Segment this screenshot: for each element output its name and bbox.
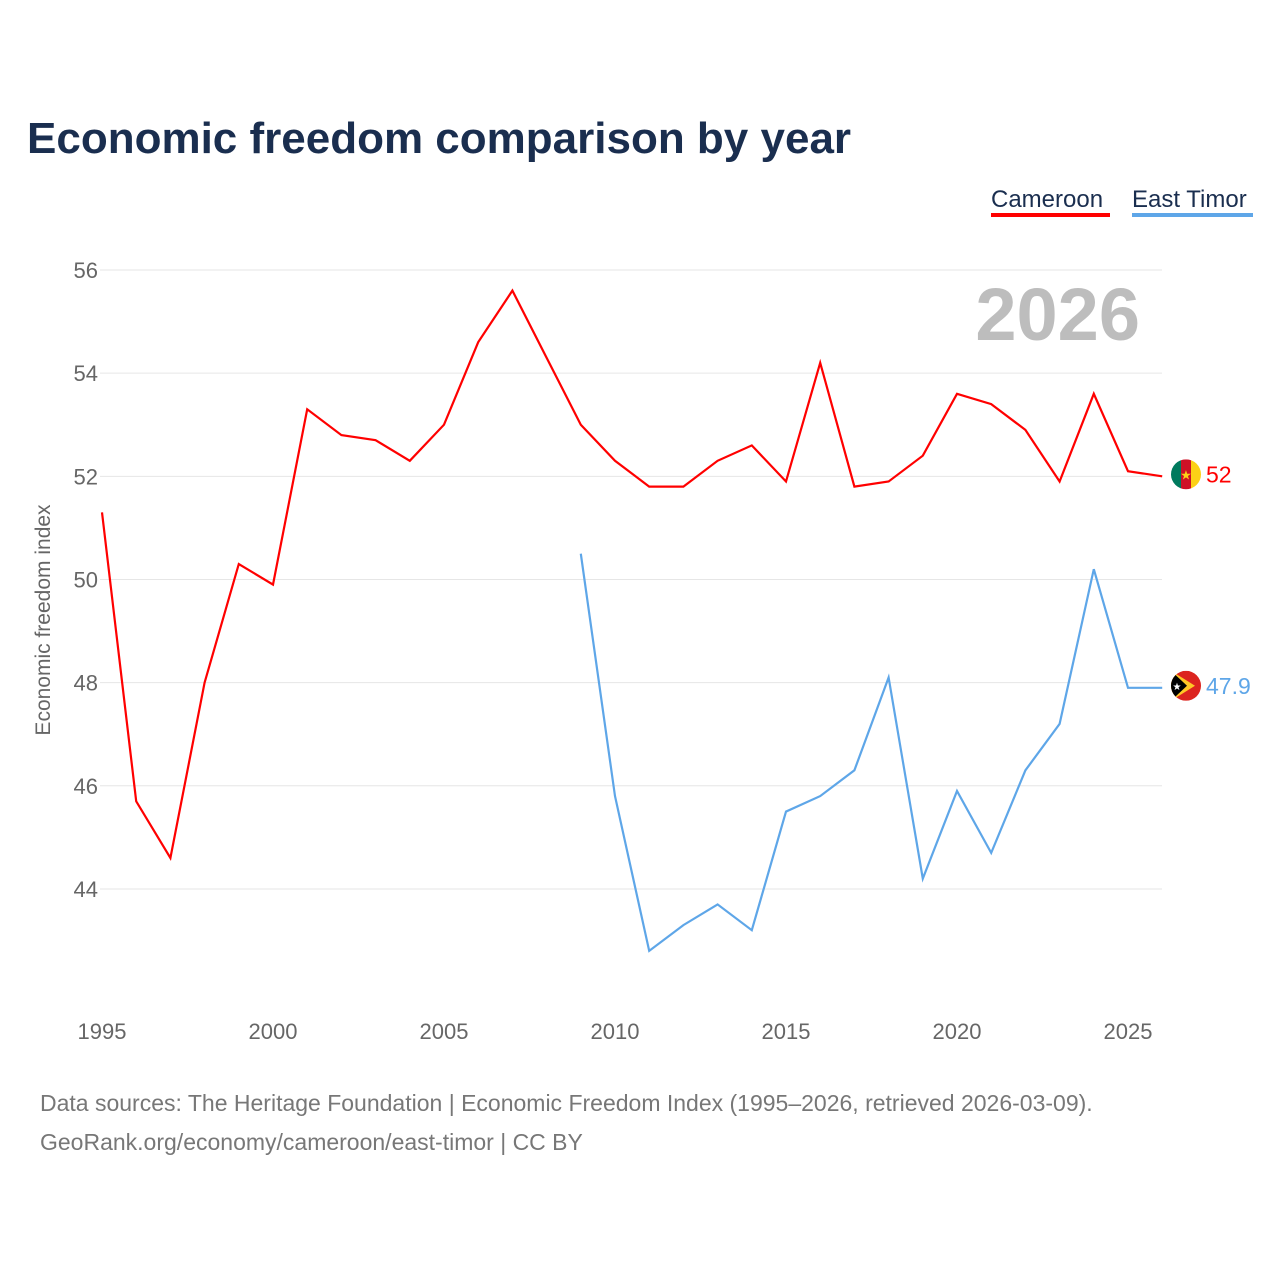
- footer-link: GeoRank.org/economy/cameroon/east-timor …: [40, 1129, 583, 1155]
- y-tick-label: 48: [74, 671, 98, 696]
- svg-text:★: ★: [1180, 467, 1192, 482]
- end-value-label: 47.9: [1206, 673, 1251, 699]
- legend-item-cameroon[interactable]: Cameroon: [991, 186, 1103, 213]
- series-line-east-timor: [579, 553, 1163, 953]
- y-tick-label: 56: [74, 258, 98, 283]
- x-tick-label: 2010: [591, 1019, 640, 1044]
- grid: 44 46 48 50 52 54 56 1995 2000 2005 2010 2015 2020 20…: [74, 258, 1162, 1044]
- legend-item-east-timor[interactable]: East Timor: [1132, 186, 1247, 213]
- series-line-cameroon: [100, 288, 1163, 862]
- x-tick-label: 2015: [762, 1019, 811, 1044]
- x-tick-label: 2000: [249, 1019, 298, 1044]
- year-watermark: 2026: [975, 273, 1140, 356]
- series-lines: ★ 52 ★ 47.9: [100, 288, 1251, 953]
- y-tick-label: 54: [74, 361, 98, 386]
- y-tick-label: 50: [74, 567, 98, 592]
- y-tick-label: 44: [74, 877, 98, 902]
- y-tick-label: 52: [74, 464, 98, 489]
- svg-text:★: ★: [1173, 682, 1182, 693]
- footer-source: Data sources: The Heritage Foundation | …: [40, 1090, 1093, 1116]
- x-tick-label: 1995: [78, 1019, 127, 1044]
- y-axis-label: Economic freedom index: [32, 504, 55, 736]
- legend: Cameroon East Timor: [991, 186, 1253, 217]
- chart-title: Economic freedom comparison by year: [27, 114, 851, 163]
- x-tick-label: 2005: [420, 1019, 469, 1044]
- x-tick-label: 2020: [933, 1019, 982, 1044]
- x-tick-label: 2025: [1104, 1019, 1153, 1044]
- end-value-label: 52: [1206, 461, 1232, 487]
- y-tick-label: 46: [74, 774, 98, 799]
- east-timor-flag-icon: ★: [1171, 670, 1201, 701]
- cameroon-flag-icon: ★: [1171, 459, 1201, 490]
